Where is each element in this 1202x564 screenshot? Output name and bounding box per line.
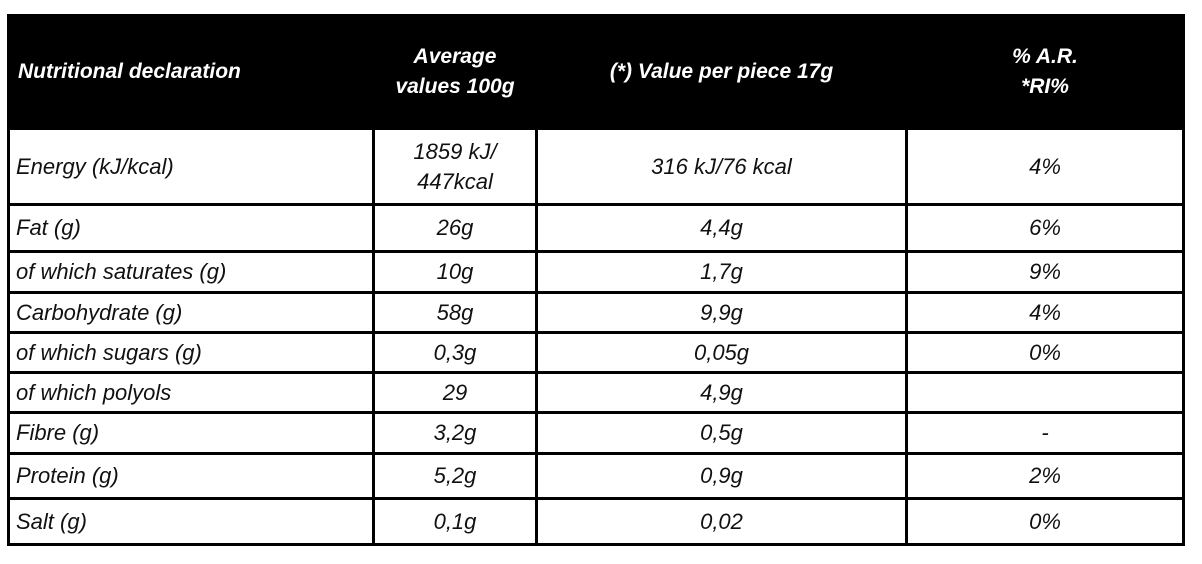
header-cell: Nutritional declaration [7, 14, 375, 130]
cell: 9% [905, 250, 1185, 294]
table-row: of which polyols 29 4,9g [7, 371, 1185, 414]
cell-line: *RI% [1021, 75, 1069, 98]
cell-line: values 100g [395, 75, 515, 98]
row-label: of which polyols [7, 371, 375, 414]
row-label: Fibre (g) [7, 411, 375, 455]
cell: 0% [905, 331, 1185, 374]
table-row: Carbohydrate (g) 58g 9,9g 4% [7, 291, 1185, 334]
cell [905, 371, 1185, 414]
header-row: Nutritional declaration Average values 100… [7, 14, 1185, 130]
row-label: Fat (g) [7, 203, 375, 253]
cell-line: Average [413, 45, 497, 68]
cell: 10g [372, 250, 538, 294]
table-row: Energy (kJ/kcal) 1859 kJ/447kcal 316 kJ/76… [7, 127, 1185, 206]
cell: 0,5g [535, 411, 908, 455]
cell: 0,3g [372, 331, 538, 374]
cell: 4% [905, 127, 1185, 206]
cell: 5,2g [372, 452, 538, 500]
cell: 0,9g [535, 452, 908, 500]
row-label: Protein (g) [7, 452, 375, 500]
cell-line: 1859 kJ/ [413, 138, 497, 164]
cell: 0,1g [372, 497, 538, 546]
cell: 9,9g [535, 291, 908, 334]
cell: 0,05g [535, 331, 908, 374]
cell: 0% [905, 497, 1185, 546]
cell: 2% [905, 452, 1185, 500]
cell: 4,9g [535, 371, 908, 414]
header-cell: % A.R. *RI% [905, 14, 1185, 130]
row-label: of which saturates (g) [7, 250, 375, 294]
cell: 4% [905, 291, 1185, 334]
cell: 1,7g [535, 250, 908, 294]
table-row: Protein (g) 5,2g 0,9g 2% [7, 452, 1185, 500]
cell-line: 447kcal [417, 168, 493, 194]
row-label: Carbohydrate (g) [7, 291, 375, 334]
table-row: Salt (g) 0,1g 0,02 0% [7, 497, 1185, 546]
cell: 316 kJ/76 kcal [535, 127, 908, 206]
table-row: of which sugars (g) 0,3g 0,05g 0% [7, 331, 1185, 374]
header-cell: (*) Value per piece 17g [535, 14, 908, 130]
nutrition-table: Nutritional declaration Average values 100… [7, 14, 1185, 546]
table-row: Fibre (g) 3,2g 0,5g - [7, 411, 1185, 455]
cell: 26g [372, 203, 538, 253]
cell: 3,2g [372, 411, 538, 455]
table-row: of which saturates (g) 10g 1,7g 9% [7, 250, 1185, 294]
cell: 1859 kJ/447kcal [372, 127, 538, 206]
cell-line: % A.R. [1012, 45, 1078, 68]
cell: 4,4g [535, 203, 908, 253]
row-label: Energy (kJ/kcal) [7, 127, 375, 206]
cell: 58g [372, 291, 538, 334]
cell: 29 [372, 371, 538, 414]
cell: - [905, 411, 1185, 455]
cell: 0,02 [535, 497, 908, 546]
table-row: Fat (g) 26g 4,4g 6% [7, 203, 1185, 253]
header-cell: Average values 100g [372, 14, 538, 130]
row-label: Salt (g) [7, 497, 375, 546]
row-label: of which sugars (g) [7, 331, 375, 374]
cell: 6% [905, 203, 1185, 253]
